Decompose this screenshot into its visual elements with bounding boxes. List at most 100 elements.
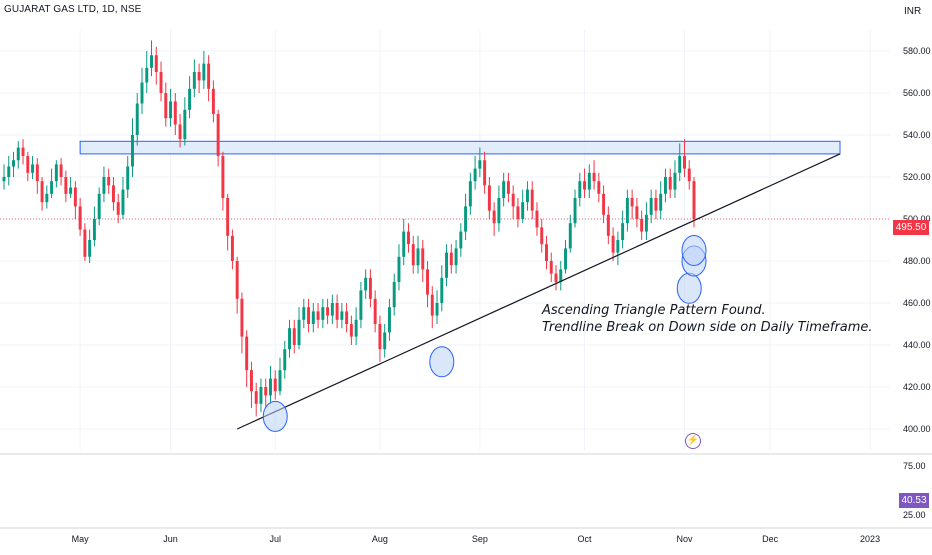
candle-body	[597, 181, 601, 194]
x-tick-label: Aug	[372, 534, 388, 544]
candle-body	[188, 88, 192, 110]
candle-body	[269, 378, 272, 396]
candle-body	[2, 177, 6, 182]
candle-body	[521, 202, 525, 219]
rsi-value-badge: 40.53	[899, 493, 929, 508]
candle-body	[107, 177, 111, 186]
candle-body	[35, 164, 39, 182]
ascending-trendline	[236, 153, 841, 430]
candle-body	[135, 103, 139, 135]
candle-body	[78, 206, 82, 230]
x-tick-label: 2023	[860, 534, 880, 544]
candle-body	[630, 198, 634, 207]
candle-body	[573, 198, 577, 224]
candle-body	[373, 298, 377, 324]
candle-body	[150, 55, 153, 68]
candle-body	[59, 164, 63, 177]
candle-body	[416, 248, 420, 266]
candle-body	[197, 72, 201, 81]
candle-body	[383, 332, 387, 350]
chart-title: GUJARAT GAS LTD, 1D, NSE	[4, 4, 142, 15]
candle-body	[368, 277, 372, 299]
last-price-badge: 495.50	[893, 220, 929, 235]
candle-body	[164, 93, 168, 119]
candle-body	[378, 324, 382, 350]
candle-body	[111, 185, 115, 203]
candle-body	[640, 219, 644, 232]
candle-body	[545, 244, 548, 261]
lower-tick-label: 25.00	[903, 510, 926, 520]
time-axis: MayJunJulAugSepOctNovDec2023FebMar	[0, 527, 932, 544]
candle-body	[397, 256, 401, 282]
candle-body	[12, 160, 15, 167]
candle-body	[606, 214, 610, 236]
candle-body	[16, 147, 20, 161]
candle-body	[549, 261, 553, 274]
candle-body	[659, 193, 663, 211]
touch-point-circle	[681, 235, 707, 266]
candle-body	[245, 336, 249, 371]
candle-body	[226, 198, 230, 236]
candle-body	[254, 391, 258, 404]
candle-body	[230, 235, 234, 261]
candle-body	[121, 189, 125, 215]
candle-body	[259, 387, 263, 404]
candle-body	[202, 63, 206, 81]
x-tick-label: Jul	[269, 534, 281, 544]
candle-body	[50, 181, 54, 194]
candle-body	[525, 189, 529, 203]
touch-point-circle	[429, 346, 455, 378]
candle-body	[169, 101, 173, 119]
candle-body	[249, 370, 253, 392]
resistance-zone-rect	[79, 140, 841, 155]
price-axis: 400.00 420.00 440.00 460.00 480.00 500.00 520.…	[903, 46, 931, 520]
candle-body	[64, 177, 68, 194]
candle-body	[592, 172, 596, 182]
y-tick-label: 400.00	[903, 424, 931, 434]
candle-body	[407, 231, 410, 245]
candle-body	[478, 160, 482, 169]
candle-body	[687, 168, 691, 182]
y-tick-label: 580.00	[903, 46, 931, 56]
candle-body	[278, 370, 282, 392]
candle-body	[583, 181, 587, 190]
candle-body	[97, 193, 101, 219]
candle-body	[349, 324, 353, 337]
candle-body	[644, 214, 648, 232]
candle-body	[464, 206, 468, 232]
annotation-line-2: Trendline Break on Down side on Daily Ti…	[542, 320, 873, 335]
candle-body	[516, 206, 520, 219]
candle-body	[616, 240, 620, 253]
candle-body	[326, 307, 330, 316]
candle-body	[283, 349, 287, 371]
candle-body	[45, 193, 49, 203]
candle-body	[292, 328, 296, 345]
candle-body	[511, 193, 515, 207]
candle-body	[625, 198, 629, 224]
candle-body	[216, 114, 220, 156]
candle-body	[207, 63, 211, 89]
candle-body	[535, 210, 539, 228]
candle-body	[221, 156, 225, 198]
y-tick-label: 420.00	[903, 382, 931, 392]
candle-body	[26, 156, 30, 173]
candle-body	[321, 307, 325, 320]
touch-point-circle	[262, 400, 288, 432]
candle-body	[102, 177, 106, 194]
y-tick-label: 560.00	[903, 88, 931, 98]
candle-body	[663, 177, 667, 194]
candle-body	[683, 156, 686, 169]
x-tick-label: Dec	[762, 534, 779, 544]
candle-body	[392, 282, 396, 308]
lightning-icon[interactable]: ⚡	[685, 433, 701, 449]
candle-body	[154, 55, 158, 72]
candle-body	[387, 307, 391, 333]
candle-body	[602, 193, 606, 215]
candle-body	[502, 181, 506, 198]
candle-body	[240, 298, 244, 337]
touch-points	[262, 235, 707, 432]
y-tick-label: 460.00	[903, 298, 931, 308]
candle-body	[273, 378, 277, 392]
